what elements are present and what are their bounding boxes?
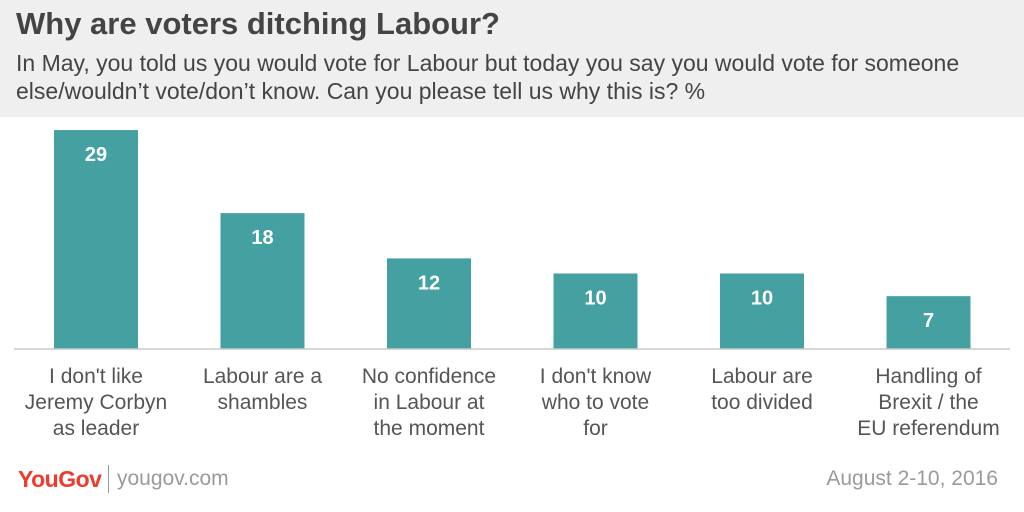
- bar-value-label: 12: [418, 272, 440, 294]
- bar-value-label: 18: [251, 227, 273, 249]
- category-label: I don't like Jeremy Corbyn as leader: [25, 365, 167, 440]
- chart-subtitle: In May, you told us you would vote for L…: [16, 50, 960, 104]
- footer-date: August 2-10, 2016: [826, 467, 998, 490]
- bar-4: [553, 273, 638, 349]
- bar-6: [886, 296, 971, 349]
- footer-separator: [108, 465, 109, 493]
- bar-value-label: 29: [85, 144, 107, 166]
- bar-value-label: 10: [584, 288, 606, 310]
- category-label: No confidence in Labour at the moment: [362, 365, 496, 440]
- bar-1: [54, 130, 138, 349]
- bar-value-label: 10: [751, 288, 773, 310]
- bar-2: [220, 213, 305, 349]
- chart-header: Why are voters ditching Labour? In May, …: [0, 0, 1024, 117]
- category-label: I don't know who to vote for: [540, 365, 652, 440]
- bar-5: [720, 273, 804, 349]
- chart-title: Why are voters ditching Labour?: [16, 6, 500, 41]
- bar-3: [387, 258, 471, 349]
- category-label: Handling of Brexit / the EU referendum: [857, 365, 999, 440]
- category-label: Labour are a shambles: [203, 365, 322, 414]
- yougov-logo: YouGov: [18, 466, 102, 492]
- category-label: Labour are too divided: [711, 365, 813, 414]
- bar-value-label: 7: [923, 310, 934, 332]
- bar-chart: 29 I don't like Jeremy Corbyn as leader 18 La…: [14, 130, 1010, 440]
- footer-site-link[interactable]: yougov.com: [117, 467, 229, 490]
